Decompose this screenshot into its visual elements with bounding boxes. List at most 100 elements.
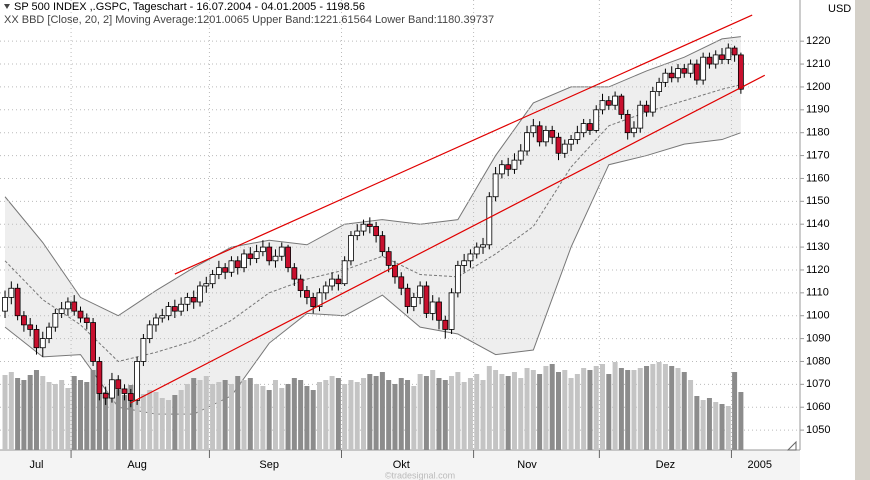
volume-bar xyxy=(455,372,461,450)
candle-body xyxy=(278,246,285,257)
y-tick-label: 1090 xyxy=(806,332,830,344)
candle-body xyxy=(259,246,266,253)
volume-bar xyxy=(423,376,429,450)
volume-bar xyxy=(285,384,291,450)
candle-body xyxy=(171,306,178,312)
volume-bar xyxy=(555,372,561,450)
candle-body xyxy=(52,313,59,328)
volume-bar xyxy=(650,364,656,450)
text-layer: SP 500 INDEX ,.GSPC, Tageschart - 16.07.… xyxy=(4,1,851,480)
volume-bar xyxy=(581,368,587,450)
volume-bar xyxy=(109,388,115,450)
volume-bar xyxy=(675,368,681,450)
volume-bar xyxy=(191,378,197,450)
volume-bar xyxy=(442,380,448,450)
y-tick-label: 1120 xyxy=(806,264,830,276)
candle-body xyxy=(473,246,480,255)
x-tick-label: Dez xyxy=(656,459,676,471)
candle-body xyxy=(341,260,348,285)
volume-bar xyxy=(65,388,71,450)
candle-body xyxy=(266,246,273,262)
volume-bar xyxy=(367,374,373,450)
candle-body xyxy=(649,91,656,113)
candle-body xyxy=(329,278,335,287)
volume-bar xyxy=(662,364,668,450)
candle-body xyxy=(530,125,537,134)
volume-bar xyxy=(725,406,731,450)
trend-line xyxy=(129,74,766,404)
resize-icon xyxy=(786,440,797,451)
volume-bar xyxy=(166,400,172,450)
candle-body xyxy=(486,196,493,246)
candle-body xyxy=(222,267,229,273)
volume-bar xyxy=(612,362,618,450)
candle-body xyxy=(580,123,587,134)
candle-body xyxy=(737,54,744,90)
volume-bar xyxy=(71,376,77,450)
candle-body xyxy=(241,253,247,269)
volume-layer xyxy=(2,362,744,450)
band-middle xyxy=(4,84,741,363)
volume-bar xyxy=(40,376,46,450)
volume-bar xyxy=(637,368,643,450)
volume-bar xyxy=(27,375,33,450)
volume-bar xyxy=(147,390,153,450)
candle-body xyxy=(354,230,361,237)
watermark: ©tradesignal.com xyxy=(385,470,455,480)
volume-bar xyxy=(562,370,568,450)
candle-body xyxy=(467,253,474,262)
candle-body xyxy=(454,264,461,294)
volume-bar xyxy=(222,380,228,450)
volume-bar xyxy=(436,378,442,450)
candle-body xyxy=(291,267,298,280)
candle-body xyxy=(524,132,530,152)
y-tick-label: 1220 xyxy=(806,35,830,47)
volume-bar xyxy=(134,378,140,450)
candle-body xyxy=(480,244,486,248)
volume-bar xyxy=(2,375,8,450)
volume-bar xyxy=(732,372,738,450)
volume-bar xyxy=(159,398,165,450)
candle-body xyxy=(593,109,600,131)
candle-body xyxy=(348,235,354,262)
volume-bar xyxy=(392,384,398,450)
volume-bar xyxy=(587,370,593,450)
volume-bar xyxy=(593,366,599,450)
volume-bar xyxy=(486,366,492,450)
volume-bar xyxy=(128,385,134,450)
candle-body xyxy=(65,301,71,310)
candle-body xyxy=(662,72,669,83)
candle-body xyxy=(285,246,291,269)
candle-body xyxy=(310,297,317,307)
candle-body xyxy=(203,283,210,287)
volume-bar xyxy=(688,380,694,450)
volume-bar xyxy=(511,372,517,450)
candle-body xyxy=(165,306,172,317)
candle-body xyxy=(146,324,153,339)
volume-bar xyxy=(354,382,360,450)
candle-body xyxy=(448,292,455,330)
x-tick-label: Aug xyxy=(127,459,147,471)
volume-bar xyxy=(656,362,662,450)
candle-body xyxy=(335,278,342,285)
candle-body xyxy=(115,379,122,390)
x-tick-label: 2005 xyxy=(748,459,772,471)
candle-body xyxy=(2,297,8,312)
candle-body xyxy=(209,274,216,285)
candle-body xyxy=(417,285,424,298)
volume-bar xyxy=(96,374,102,450)
volume-bar xyxy=(178,390,184,450)
volume-bar xyxy=(210,384,216,450)
menu-icon xyxy=(4,4,10,9)
candle-body xyxy=(631,127,637,134)
volume-bar xyxy=(361,378,367,450)
volume-bar xyxy=(122,395,128,450)
candle-body xyxy=(410,297,417,307)
x-axis-strip xyxy=(0,450,800,480)
volume-bar xyxy=(59,380,65,450)
volume-bar xyxy=(272,380,278,450)
y-tick-label: 1130 xyxy=(806,241,830,253)
volume-bar xyxy=(669,366,675,450)
candle-body xyxy=(536,125,543,143)
